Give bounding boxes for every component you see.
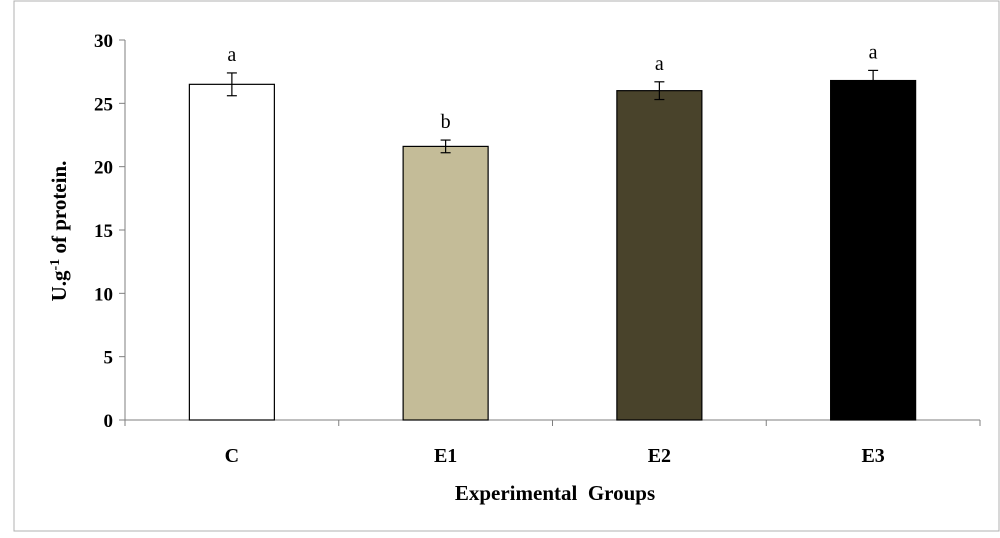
significance-label-c: a [227,44,236,66]
y-axis-title-rest: of protein. [47,161,71,259]
x-tick-label-c: C [225,445,239,467]
y-tick-label: 25 [94,94,113,115]
x-axis-title: Experimental Groups [455,481,655,505]
bar-c [188,83,275,421]
y-tick-label: 20 [94,158,113,179]
y-axis-title-main: U.g [47,270,71,301]
bar-e3 [830,79,917,421]
y-tick-label: 5 [104,348,114,369]
x-tick-label-e2: E2 [648,445,671,467]
y-tick-label: 10 [94,284,113,305]
significance-label-e2: a [655,53,664,75]
y-axis-title-superscript: -1 [48,259,63,271]
significance-label-e1: b [441,111,451,133]
y-tick-label: 30 [94,31,113,52]
y-tick-label: 15 [94,221,113,242]
x-tick-label-e1: E1 [434,445,457,467]
x-tick-label-e3: E3 [861,445,884,467]
significance-label-e3: a [869,41,878,63]
y-axis-title: U.g-1 of protein. [47,161,71,302]
bar-e1 [402,145,489,421]
bar-e2 [616,90,703,421]
y-tick-label: 0 [104,411,114,432]
